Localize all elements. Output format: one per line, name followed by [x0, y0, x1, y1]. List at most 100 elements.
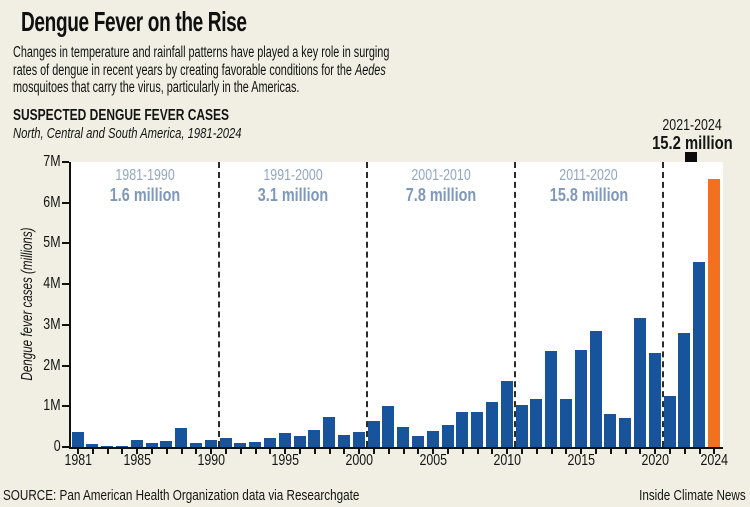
decade-divider-2000 [366, 162, 369, 447]
bar-1993 [249, 442, 262, 447]
bar-1997 [308, 430, 321, 447]
decade-label-2001-2010: 2001-2010 7.8 million [405, 167, 476, 205]
decade-divider-2010 [514, 162, 517, 447]
callout-range: 2021-2024 [662, 117, 722, 134]
x-tick [151, 449, 153, 454]
bar-1992 [234, 443, 247, 447]
x-tick [165, 449, 168, 454]
bar-2015 [574, 350, 587, 447]
bar-1994 [263, 438, 276, 447]
subtitle-line-1: Changes in temperature and rainfall patt… [13, 44, 390, 61]
y-tick-label: 3M [43, 315, 61, 333]
x-tick [698, 449, 701, 454]
x-tick-label-1995: 1995 [271, 452, 299, 469]
x-tick [565, 449, 568, 454]
page-subtitle: Changes in temperature and rainfall patt… [13, 44, 551, 97]
y-tick-label: 0 [54, 438, 61, 455]
y-tick-label: 2M [43, 356, 61, 374]
decade-label-1981-1990: 1981-1990 1.6 million [109, 167, 181, 205]
x-tick [106, 449, 109, 454]
x-tick [210, 449, 213, 454]
bar-2004 [411, 436, 424, 447]
down-arrow-icon [685, 152, 697, 165]
bar-2024 [707, 179, 720, 447]
decade-label-1991-2000: 1991-2000 3.1 million [257, 167, 328, 205]
x-tick [299, 449, 301, 454]
x-tick-label-2010: 2010 [493, 452, 521, 469]
bar-1985 [130, 440, 143, 447]
callout-total: 15.2 million [651, 132, 733, 153]
subtitle-line-2: rates of dengue in recent years by creat… [13, 61, 386, 79]
y-tick [62, 446, 69, 448]
x-tick [521, 449, 523, 454]
x-tick [180, 449, 183, 454]
x-tick-label-2000: 2000 [345, 452, 373, 469]
bar-2019 [633, 318, 646, 447]
chart-title: SUSPECTED DENGUE FEVER CASES [13, 107, 230, 124]
x-tick [136, 449, 139, 454]
x-tick-label-2015: 2015 [567, 452, 595, 469]
x-tick [476, 449, 479, 454]
bar-2014 [559, 399, 572, 447]
x-tick [417, 449, 420, 454]
x-tick [432, 449, 435, 454]
y-tick-label: 4M [43, 275, 61, 293]
decade-label-2011-2020: 2011-2020 15.8 million [549, 167, 628, 205]
bar-1982 [86, 444, 99, 447]
page-title: Dengue Fever on the Rise [21, 6, 247, 37]
y-tick-label: 7M [43, 153, 61, 170]
x-tick [683, 449, 686, 454]
x-tick-label-1981: 1981 [64, 452, 92, 469]
bar-2001 [367, 421, 380, 447]
bar-2013 [545, 351, 558, 447]
x-tick [669, 449, 671, 454]
x-tick-label-1990: 1990 [197, 452, 225, 469]
x-tick [121, 449, 124, 454]
x-tick [639, 449, 642, 454]
y-tick [62, 242, 69, 245]
bar-2003 [397, 427, 410, 447]
bar-2020 [648, 353, 661, 447]
x-tick [447, 449, 449, 454]
bar-1983 [101, 446, 114, 447]
x-tick-label-2020: 2020 [641, 452, 669, 469]
bar-2010 [500, 381, 513, 447]
y-tick [62, 161, 69, 163]
x-tick [595, 449, 597, 454]
bar-2007 [456, 412, 469, 447]
x-tick [550, 449, 553, 454]
bar-2022 [678, 333, 691, 447]
y-tick-label: 1M [43, 397, 61, 415]
source-credit: SOURCE: Pan American Health Organization… [3, 487, 360, 504]
x-tick [373, 449, 375, 454]
bar-2008 [471, 412, 484, 447]
bar-1999 [337, 435, 350, 447]
bar-2021 [663, 396, 676, 447]
y-tick-label: 5M [43, 234, 61, 252]
decade-divider-2020 [662, 162, 665, 447]
x-tick [461, 449, 464, 454]
x-tick [491, 449, 494, 454]
x-tick [225, 449, 227, 454]
y-axis-title: Dengue fever cases (millions) [19, 227, 36, 381]
plot-area [69, 162, 723, 449]
x-tick [195, 449, 198, 454]
x-tick [358, 449, 361, 454]
x-tick [609, 449, 612, 454]
x-tick [580, 449, 583, 454]
bar-2012 [530, 399, 543, 447]
bar-1988 [175, 428, 188, 447]
bar-1987 [160, 441, 173, 447]
x-tick [313, 449, 316, 454]
bar-1990 [204, 440, 217, 447]
bar-1995 [278, 433, 291, 447]
y-tick [62, 201, 69, 204]
publisher-credit: Inside Climate News [639, 487, 746, 504]
x-tick-label-1985: 1985 [123, 452, 151, 469]
bar-1989 [189, 443, 202, 447]
bar-2017 [604, 414, 617, 447]
x-tick [343, 449, 346, 454]
bar-1984 [115, 446, 128, 447]
x-tick [506, 449, 509, 454]
